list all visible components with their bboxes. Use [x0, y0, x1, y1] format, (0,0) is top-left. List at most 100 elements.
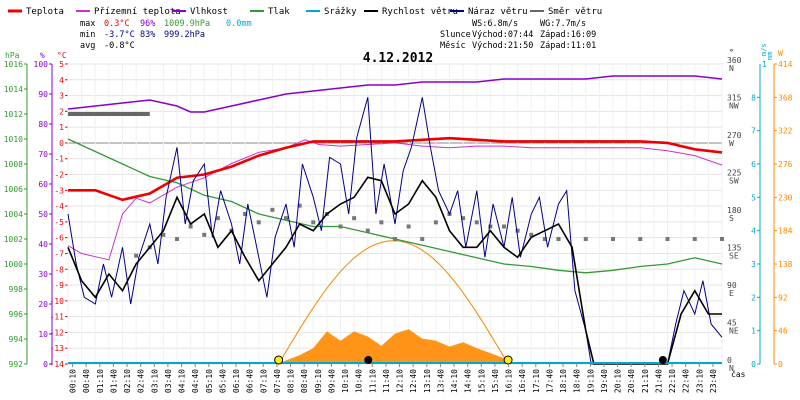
humidity-line	[67, 75, 723, 113]
x-tick-label: 23:10	[695, 369, 704, 393]
humidity-tick-label: 30	[38, 270, 48, 279]
wind-dir-point	[161, 232, 166, 237]
x-tick-label: 07:10	[259, 369, 268, 393]
wind-dir-point	[215, 216, 220, 221]
unit-degc: °C	[57, 51, 67, 60]
humidity-tick-label: 60	[38, 180, 48, 189]
wind-dir-point	[297, 203, 302, 208]
wind-tick-label: 6	[751, 160, 756, 169]
wind-dir-point	[270, 207, 275, 212]
moon-set: Západ:11:01	[540, 41, 596, 51]
wind-dir-point	[515, 228, 520, 233]
direction-tick-label: 135	[727, 244, 742, 253]
wind-dir-point	[461, 216, 466, 221]
x-tick-label: 16:40	[518, 369, 527, 393]
solar-tick-label: 184	[778, 227, 793, 236]
sunrise-marker	[274, 355, 284, 365]
legend-item-humidity: Vlhkost	[172, 7, 228, 17]
x-tick-label: 04:40	[191, 369, 200, 393]
moonrise-marker	[658, 356, 667, 364]
unit-pct: %	[40, 51, 45, 60]
humidity-tick-label: 40	[38, 240, 48, 249]
temperature-tick-label: -8	[54, 265, 64, 274]
x-tick-label: 14:10	[450, 369, 459, 393]
wind-dir-point	[338, 224, 343, 229]
x-tick-label: 09:10	[314, 369, 323, 393]
x-tick-label: 18:10	[559, 369, 568, 393]
wind-dir-point	[542, 237, 547, 241]
humidity-tick-label: 100	[34, 60, 49, 69]
temperature-tick-label: -7	[54, 249, 64, 258]
stats-min-press: 999.2hPa	[164, 30, 205, 40]
legend-label: Přízemní teplota	[94, 7, 181, 17]
wind-dir-point	[393, 237, 397, 241]
wind-dir-point	[583, 237, 588, 241]
grid	[67, 63, 723, 365]
x-tick-label: 17:10	[532, 369, 541, 393]
direction-name-label: E	[729, 289, 734, 298]
wind-tick-label: 4	[751, 227, 756, 236]
wind-dir-point	[611, 237, 615, 241]
solar-tick-label: 92	[778, 293, 788, 302]
wind-dir-point	[406, 224, 411, 229]
temperature-tick-label: 2	[59, 107, 64, 116]
pressure-tick-label: 1002	[4, 235, 23, 244]
temperature-tick-label: 3	[59, 92, 64, 101]
unit-ms: m/s	[760, 43, 768, 56]
wind-gust-line	[67, 97, 723, 365]
solar-tick-label: 368	[778, 93, 793, 102]
wind-dir-point	[488, 224, 493, 229]
temperature-tick-label: -2	[54, 171, 64, 180]
x-axis-labels: 00:10 00:40 01:10 01:40 02:10 02:40 03:10 03:40…	[69, 364, 718, 393]
wind-dir-point	[284, 216, 288, 221]
legend-item-ground-temp: Přízemní teplota	[76, 7, 181, 17]
unit-deg: °	[729, 48, 734, 57]
unit-hpa: hPa	[5, 51, 20, 60]
unit-time: čas	[731, 369, 746, 379]
pressure-tick-label: 996	[9, 310, 24, 319]
temperature-tick-label: 1	[59, 123, 64, 132]
wind-dir-point	[556, 237, 561, 241]
wind-tick-label: 8	[751, 93, 756, 102]
axis-units: hPa % °C ° m/s mm W čas	[5, 43, 783, 379]
x-tick-label: 20:40	[627, 369, 636, 393]
solar-tick-label: 276	[778, 160, 793, 169]
pressure-tick-label: 1012	[4, 110, 23, 119]
pressure-tick-label: 1000	[4, 260, 23, 269]
legend-label: Vlhkost	[190, 7, 228, 17]
stats-min-label: min	[80, 30, 95, 40]
wind-dir-point	[692, 237, 697, 241]
x-tick-label: 03:10	[150, 369, 159, 393]
temperature-tick-label: -9	[54, 281, 64, 290]
x-tick-label: 11:40	[382, 369, 391, 393]
wind-dir-point	[433, 220, 438, 225]
humidity-tick-label: 10	[38, 330, 48, 339]
wind-dir-point	[311, 220, 316, 225]
moonset-marker	[364, 356, 373, 364]
wind-dir-point	[202, 232, 207, 237]
legend-item-wind-dir: Směr větru	[530, 7, 602, 17]
x-tick-label: 05:10	[205, 369, 214, 393]
direction-name-label: W	[729, 139, 734, 148]
wind-dir-point	[474, 220, 479, 225]
x-tick-label: 04:10	[178, 369, 187, 393]
solar-tick-label: 322	[778, 127, 793, 136]
x-tick-label: 06:10	[232, 369, 241, 393]
direction-tick-label: 0	[727, 356, 732, 365]
wind-tick-label: 7	[751, 127, 756, 136]
x-tick-label: 09:40	[327, 369, 336, 393]
x-tick-label: 02:40	[137, 369, 146, 393]
x-tick-label: 10:10	[341, 369, 350, 393]
sun-label: Slunce	[440, 30, 471, 40]
temperature-tick-label: -13	[50, 344, 65, 353]
solar-tick-label: 0	[778, 360, 783, 369]
stats-max-label: max	[80, 19, 95, 29]
legend-label: Rychlost větru	[382, 7, 458, 17]
x-tick-label: 14:40	[464, 369, 473, 393]
x-tick-label: 01:10	[96, 369, 105, 393]
humidity-tick-label: 80	[38, 120, 48, 129]
temperature-tick-label: -10	[50, 297, 65, 306]
x-tick-label: 05:40	[218, 369, 227, 393]
stats-rain: 0.0mm	[226, 19, 252, 29]
solar-tick-label: 138	[778, 260, 793, 269]
